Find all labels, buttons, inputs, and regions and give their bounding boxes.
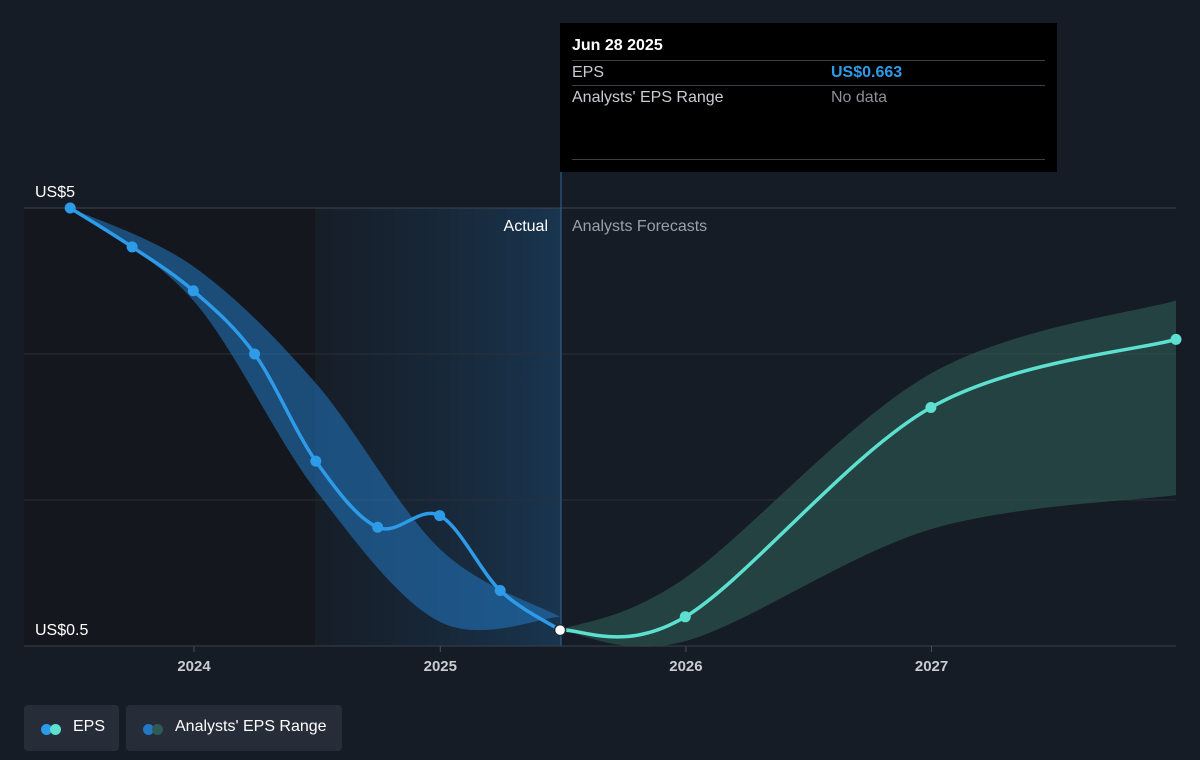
eps-points bbox=[64, 202, 1182, 637]
x-tick-label: 2027 bbox=[915, 658, 948, 675]
legend-eps-button[interactable]: EPS bbox=[24, 705, 119, 751]
tooltip-row-range: Analysts' EPS Range No data bbox=[572, 85, 1045, 110]
tooltip-range-value: No data bbox=[831, 89, 888, 106]
eps-line bbox=[558, 337, 1178, 639]
tooltip-eps-value: US$0.663 bbox=[831, 64, 903, 81]
x-tick-label: 2026 bbox=[669, 658, 702, 675]
tooltip-divider bbox=[572, 159, 1045, 160]
y-tick-label: US$5 bbox=[35, 184, 75, 201]
tooltip-row-eps: EPS US$0.663 bbox=[572, 60, 1045, 85]
range-bands bbox=[70, 208, 1176, 647]
legend-range-button[interactable]: Analysts' EPS Range bbox=[126, 705, 342, 751]
eps-point[interactable] bbox=[1170, 333, 1182, 345]
tooltip: Jun 28 2025 EPS US$0.663 Analysts' EPS R… bbox=[560, 23, 1057, 172]
x-tick-label: 2025 bbox=[424, 658, 457, 675]
x-axis-ticks: 2024 2025 2026 2027 bbox=[177, 646, 948, 675]
eps-point[interactable] bbox=[494, 585, 506, 597]
legend-range-label: Analysts' EPS Range bbox=[175, 718, 327, 735]
eps-point-current[interactable] bbox=[553, 623, 567, 637]
tooltip-divider bbox=[572, 60, 1045, 61]
eps-point[interactable] bbox=[372, 521, 384, 533]
legend-eps-label: EPS bbox=[73, 718, 106, 735]
eps-point[interactable] bbox=[126, 241, 138, 253]
tooltip-range-label: Analysts' EPS Range bbox=[572, 89, 724, 106]
tooltip-date: Jun 28 2025 bbox=[572, 37, 663, 54]
actual-label: Actual bbox=[504, 218, 548, 235]
eps-point[interactable] bbox=[434, 510, 446, 522]
past-background bbox=[24, 208, 315, 646]
eps-point[interactable] bbox=[679, 611, 691, 623]
legend-eps-forecast-swatch bbox=[50, 724, 61, 735]
eps-point[interactable] bbox=[64, 202, 76, 214]
eps-point[interactable] bbox=[249, 348, 261, 360]
eps-range-band bbox=[70, 208, 561, 631]
legend-range-forecast-swatch bbox=[152, 724, 163, 735]
eps-point[interactable] bbox=[925, 402, 937, 414]
forecast-label: Analysts Forecasts bbox=[572, 218, 707, 235]
legend-eps-past-swatch bbox=[41, 724, 52, 735]
tooltip-divider bbox=[572, 85, 1045, 86]
y-axis-labels: US$5 US$0.5 bbox=[35, 184, 88, 639]
eps-point[interactable] bbox=[187, 285, 199, 297]
legend-range-past-swatch bbox=[143, 724, 154, 735]
y-tick-label: US$0.5 bbox=[35, 622, 88, 639]
x-tick-label: 2024 bbox=[177, 658, 211, 675]
eps-range-band bbox=[560, 300, 1176, 647]
eps-point[interactable] bbox=[310, 455, 322, 467]
tooltip-eps-label: EPS bbox=[572, 64, 605, 81]
